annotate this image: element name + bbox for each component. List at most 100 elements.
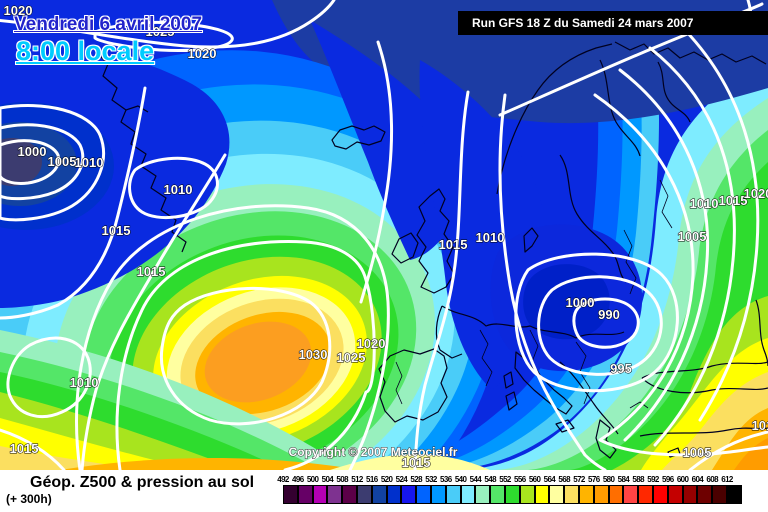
scale-cell bbox=[579, 485, 594, 504]
scale-tick: 496 bbox=[292, 475, 304, 484]
coastlines bbox=[95, 41, 768, 459]
isobar-contours bbox=[0, 0, 768, 470]
scale-tick: 512 bbox=[351, 475, 363, 484]
footer-title: Géop. Z500 & pression au sol bbox=[30, 474, 255, 491]
pressure-label: 1010 bbox=[690, 196, 719, 211]
scale-cell bbox=[460, 485, 476, 504]
scale-cell bbox=[431, 485, 446, 504]
weather-map: 1020 1025 1020 1000 1005 1010 1010 1015 1015 1010… bbox=[0, 0, 768, 470]
scale-tick: 536 bbox=[440, 475, 452, 484]
pressure-labels: 1020102510201000100510101010101510151010… bbox=[3, 3, 768, 471]
scale-tick: 500 bbox=[306, 475, 319, 484]
pressure-label: 1010 bbox=[75, 155, 104, 170]
pressure-label: 1020 bbox=[188, 46, 217, 61]
time-label: 8:00 locale bbox=[16, 36, 155, 66]
scale-tick: 612 bbox=[721, 475, 733, 484]
scale-cell bbox=[697, 485, 713, 504]
scale-cell bbox=[312, 485, 328, 504]
scale-tick: 564 bbox=[543, 475, 556, 484]
scale-cell bbox=[564, 485, 579, 504]
pressure-label: 1015 bbox=[10, 441, 39, 456]
date-label: Vendredi 6 avril 2007 bbox=[14, 14, 203, 35]
scale-cell bbox=[445, 485, 461, 504]
scale-cell bbox=[682, 485, 698, 504]
pressure-label: 1025 bbox=[337, 350, 366, 365]
pressure-label: 1010 bbox=[752, 418, 768, 433]
footer-subtitle: (+ 300h) bbox=[6, 492, 52, 506]
pressure-label: 1010 bbox=[476, 230, 505, 245]
pressure-label: 1020 bbox=[744, 186, 768, 201]
scale-cell bbox=[712, 485, 727, 504]
footer-bar: Géop. Z500 & pression au sol (+ 300h) 49… bbox=[0, 470, 768, 512]
pressure-label: 1020 bbox=[357, 336, 386, 351]
scale-cell bbox=[297, 485, 313, 504]
scale-tick: 552 bbox=[499, 475, 511, 484]
scale-tick: 600 bbox=[676, 475, 689, 484]
scale-tick: 572 bbox=[573, 475, 585, 484]
scale-tick: 532 bbox=[425, 475, 437, 484]
scale-tick: 528 bbox=[410, 475, 422, 484]
pressure-label: 1020 bbox=[4, 3, 33, 18]
pressure-label: 1005 bbox=[678, 229, 707, 244]
scale-cell bbox=[490, 485, 505, 504]
scale-tick: 540 bbox=[454, 475, 467, 484]
pressure-label: 995 bbox=[610, 361, 632, 376]
pressure-label: 1015 bbox=[719, 193, 748, 208]
scale-cell bbox=[623, 485, 639, 504]
map-bands-east bbox=[452, 62, 768, 470]
pressure-label: 1015 bbox=[439, 237, 468, 252]
pressure-label: 1030 bbox=[299, 347, 328, 362]
weather-map-canvas: 1020102510201000100510101010101510151010… bbox=[0, 0, 768, 470]
scale-tick: 576 bbox=[588, 475, 600, 484]
scale-cell bbox=[401, 485, 417, 504]
pressure-label: 1005 bbox=[683, 445, 712, 460]
scale-tick: 580 bbox=[602, 475, 615, 484]
pressure-label: 990 bbox=[598, 307, 620, 322]
scale-cell bbox=[519, 485, 535, 504]
scale-tick: 604 bbox=[691, 475, 704, 484]
scale-tick: 588 bbox=[632, 475, 644, 484]
scale-tick: 504 bbox=[321, 475, 334, 484]
scale-tick: 520 bbox=[380, 475, 393, 484]
scale-cell bbox=[371, 485, 387, 504]
scale-tick: 508 bbox=[336, 475, 348, 484]
pressure-label: 1015 bbox=[102, 223, 131, 238]
scale-cell bbox=[727, 485, 742, 504]
scale-tick: 492 bbox=[277, 475, 289, 484]
pressure-label: 1000 bbox=[18, 144, 47, 159]
copyright-label: Copyright © 2007 Meteociel.fr bbox=[289, 445, 458, 459]
pressure-label: 1015 bbox=[402, 455, 431, 470]
scale-cell bbox=[638, 485, 653, 504]
scale-cell bbox=[608, 485, 624, 504]
scale-cell bbox=[342, 485, 357, 504]
scale-tick: 608 bbox=[706, 475, 718, 484]
scale-tick: 568 bbox=[558, 475, 570, 484]
scale-cell bbox=[593, 485, 609, 504]
pressure-label: 1005 bbox=[48, 154, 77, 169]
scale-cell bbox=[327, 485, 343, 504]
pressure-label: 1015 bbox=[137, 264, 166, 279]
scale-cell bbox=[283, 485, 298, 504]
scale-cell bbox=[416, 485, 431, 504]
scale-tick: 548 bbox=[484, 475, 496, 484]
scale-cell bbox=[357, 485, 372, 504]
pressure-label: 1010 bbox=[70, 375, 99, 390]
scale-tick: 544 bbox=[469, 475, 482, 484]
scale-tick: 560 bbox=[528, 475, 541, 484]
scale-cell bbox=[386, 485, 402, 504]
scale-cell bbox=[505, 485, 520, 504]
scale-tick: 584 bbox=[617, 475, 630, 484]
scale-cell bbox=[475, 485, 491, 504]
run-info-box: Run GFS 18 Z du Samedi 24 mars 2007 bbox=[458, 11, 768, 35]
scale-tick: 556 bbox=[514, 475, 526, 484]
scale-tick: 524 bbox=[395, 475, 408, 484]
scale-tick: 596 bbox=[662, 475, 674, 484]
pressure-label: 1000 bbox=[566, 295, 595, 310]
pressure-label: 1025 bbox=[146, 24, 175, 39]
scale-cell bbox=[667, 485, 683, 504]
scale-cell bbox=[549, 485, 565, 504]
scale-tick: 516 bbox=[366, 475, 378, 484]
scale-tick: 592 bbox=[647, 475, 659, 484]
scale-cell bbox=[653, 485, 668, 504]
pressure-label: 1010 bbox=[164, 182, 193, 197]
